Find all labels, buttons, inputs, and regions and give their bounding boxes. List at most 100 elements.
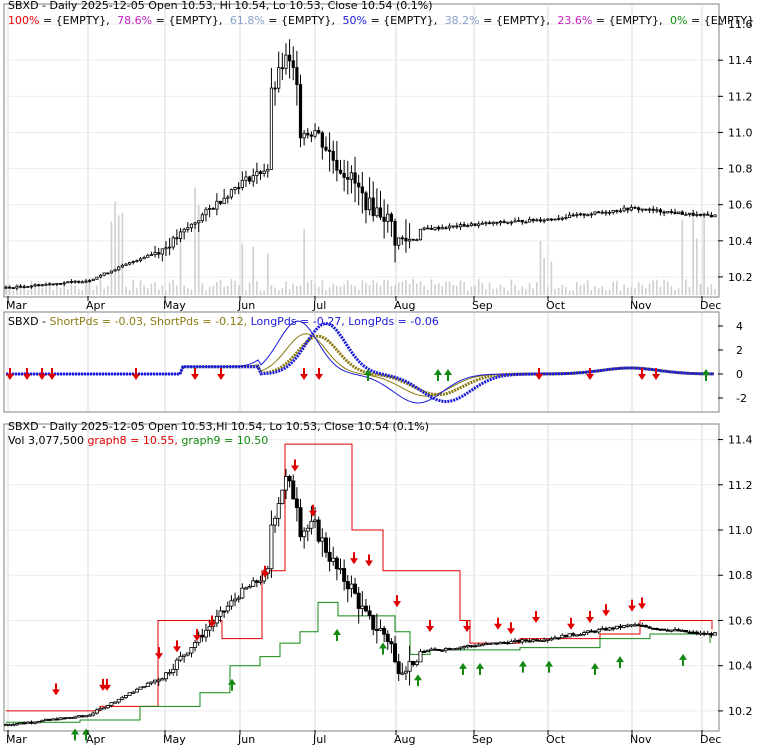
fib-legend: 100% = {EMPTY}, 78.6% = {EMPTY}, 61.8% =… [8,14,754,27]
buy-arrow [476,662,484,675]
candle-body [411,238,415,241]
candle-body [702,213,706,216]
volume-bar [554,289,556,295]
volume-bar [125,286,127,295]
candle-body [200,634,205,638]
candle-body [18,285,23,288]
volume-bar [463,282,465,295]
candle-body [149,681,154,684]
candle-body [517,219,521,222]
candle-body [625,624,630,627]
arrow-head [532,616,540,623]
volume-bar [256,281,258,295]
candle-body [586,214,590,217]
volume-bar [445,281,447,295]
candle-body [15,285,19,289]
sell-arrow [191,368,199,380]
volume-bar [303,228,305,295]
candle-body [193,222,197,225]
volume-bar [201,283,204,295]
volume-bar [674,289,676,295]
fib-382-label: 38.2% [445,14,480,27]
candle-body [680,629,685,632]
candle-body [102,272,106,276]
fib-100-label: 100% [8,14,39,27]
volume-bar [219,279,222,295]
candle-body [160,248,164,255]
candle-body [538,639,543,642]
arrow-head [217,374,225,380]
candle-body [520,219,524,223]
candle-body [189,223,194,229]
fib-786-label: 78.6% [117,14,152,27]
candle-body [338,169,343,174]
candle-body [531,218,535,222]
volume-bar [685,279,687,295]
candle-body [283,476,288,491]
candle-body [440,649,445,652]
y-tick-label: 11.4 [728,54,753,67]
volume-bar [394,285,396,295]
volume-bar [626,287,629,295]
volume-bar [670,286,673,295]
candle-body [309,134,314,137]
volume-bar [132,279,135,295]
volume-bar [310,279,313,295]
volume-bar [248,282,251,295]
candle-body [367,197,372,211]
x-tick-label: Apr [86,299,106,312]
arrow-head [652,374,660,380]
candle-body [687,212,692,215]
candle-body [222,197,226,204]
candle-body [466,225,470,227]
candle-body [280,489,285,504]
candle-body [709,633,714,636]
candle-body [291,480,296,500]
candle-body [22,286,26,289]
candle-body [298,84,303,139]
volume-bar [412,279,415,295]
y-tick-label: 10.6 [728,199,753,212]
oscillator-panel: 4 2 0 -2 SBXD - ShortPds = -0.03, ShortPds … [3,311,747,413]
candle-body [189,647,194,654]
volume-bar [306,282,309,295]
candle-body [182,228,186,233]
candle-body [407,238,412,242]
volume-bar [190,289,193,295]
candle-body [415,239,419,242]
volume-bar [699,283,702,295]
candle-body [203,629,208,638]
y-tick-label: 10.8 [728,569,753,582]
x-tick-label: Sep [472,299,493,312]
candle-body [360,186,364,194]
candle-body [254,580,259,583]
volume-bar [525,288,527,295]
candle-body [480,222,484,225]
volume-bar [594,286,596,295]
volume-bar [99,279,102,295]
candle-body [88,280,92,282]
arrow-head [155,653,163,660]
candle-body [134,688,139,693]
x-tick-label: Nov [630,733,652,745]
candle-body [77,280,81,283]
sell-arrow [23,368,31,380]
candle-body [109,702,114,706]
candle-body [385,633,390,642]
candle-body [363,605,368,612]
candle-body [553,218,557,221]
volume-bar [456,285,458,295]
sell-arrow [532,610,540,623]
arrow-head [414,674,422,681]
volume-bar [74,285,76,295]
sell-arrow [208,615,216,628]
candle-body [342,172,346,178]
volume-bar [139,280,142,295]
candle-body [40,284,44,287]
fib-786-value: = {EMPTY}, [152,14,222,27]
sell-arrow [652,368,660,380]
volume-bar [194,187,196,295]
volume-bar [448,281,451,295]
candle-body [425,649,430,653]
candle-body [400,672,405,675]
